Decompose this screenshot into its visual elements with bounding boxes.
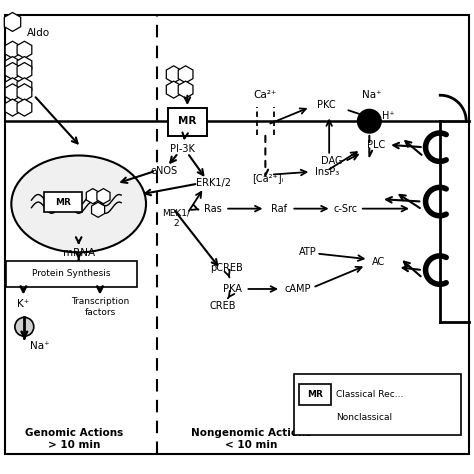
Polygon shape <box>91 202 105 218</box>
Text: PKC: PKC <box>318 100 336 109</box>
Polygon shape <box>5 78 20 95</box>
Polygon shape <box>166 66 181 83</box>
Text: InsP₃: InsP₃ <box>315 167 339 177</box>
Polygon shape <box>97 189 110 204</box>
Circle shape <box>15 318 34 336</box>
Text: K⁺: K⁺ <box>17 299 29 309</box>
Text: DAG: DAG <box>321 156 342 166</box>
Text: Ca²⁺: Ca²⁺ <box>254 90 277 100</box>
Polygon shape <box>5 63 20 80</box>
Text: Nonclassical: Nonclassical <box>336 413 392 422</box>
Text: eNOS: eNOS <box>150 166 177 176</box>
Text: PLC: PLC <box>367 140 385 150</box>
Text: pCREB: pCREB <box>210 263 243 273</box>
Text: Genomic Actions
> 10 min: Genomic Actions > 10 min <box>25 428 123 450</box>
Polygon shape <box>5 99 20 116</box>
Polygon shape <box>4 12 21 31</box>
Polygon shape <box>17 63 32 80</box>
Polygon shape <box>5 41 20 58</box>
Polygon shape <box>178 81 193 98</box>
Text: MR: MR <box>178 116 197 126</box>
Text: PKA: PKA <box>223 284 242 294</box>
Polygon shape <box>5 56 20 73</box>
Text: AC: AC <box>372 256 385 266</box>
Text: MR: MR <box>55 198 71 207</box>
Text: Aldo: Aldo <box>27 28 50 38</box>
Polygon shape <box>86 189 100 204</box>
Text: Classical Rec...: Classical Rec... <box>336 390 404 399</box>
Polygon shape <box>17 41 32 58</box>
Text: MEK1/
2: MEK1/ 2 <box>163 209 191 228</box>
Text: Na⁺: Na⁺ <box>362 90 382 100</box>
Polygon shape <box>178 66 193 83</box>
Polygon shape <box>17 56 32 73</box>
Text: Na⁺: Na⁺ <box>30 341 49 351</box>
Text: Protein Synthesis: Protein Synthesis <box>32 269 111 278</box>
FancyBboxPatch shape <box>6 261 137 287</box>
Text: CREB: CREB <box>210 301 236 310</box>
Text: ERK1/2: ERK1/2 <box>196 178 231 188</box>
Polygon shape <box>17 84 32 101</box>
Polygon shape <box>17 78 32 95</box>
Text: MR: MR <box>307 390 323 399</box>
Polygon shape <box>5 84 20 101</box>
FancyBboxPatch shape <box>300 384 330 405</box>
Text: H⁺: H⁺ <box>382 111 394 121</box>
FancyBboxPatch shape <box>44 191 82 212</box>
Text: c-Src: c-Src <box>334 204 358 214</box>
Text: mRNA: mRNA <box>63 247 95 257</box>
Text: PI-3K: PI-3K <box>170 144 195 154</box>
Polygon shape <box>166 81 181 98</box>
Text: Ras: Ras <box>204 204 222 214</box>
FancyBboxPatch shape <box>168 108 207 136</box>
Text: cAMP: cAMP <box>284 284 311 294</box>
Text: Raf: Raf <box>271 204 287 214</box>
Circle shape <box>357 109 381 133</box>
Text: [Ca²⁺]ᵢ: [Ca²⁺]ᵢ <box>252 173 283 183</box>
Polygon shape <box>17 99 32 116</box>
Ellipse shape <box>11 155 146 252</box>
Text: ATP: ATP <box>299 247 317 257</box>
Bar <box>294 374 462 436</box>
Text: Nongenomic Actions
< 10 min: Nongenomic Actions < 10 min <box>191 428 311 450</box>
Text: Transcription
factors: Transcription factors <box>71 297 129 317</box>
